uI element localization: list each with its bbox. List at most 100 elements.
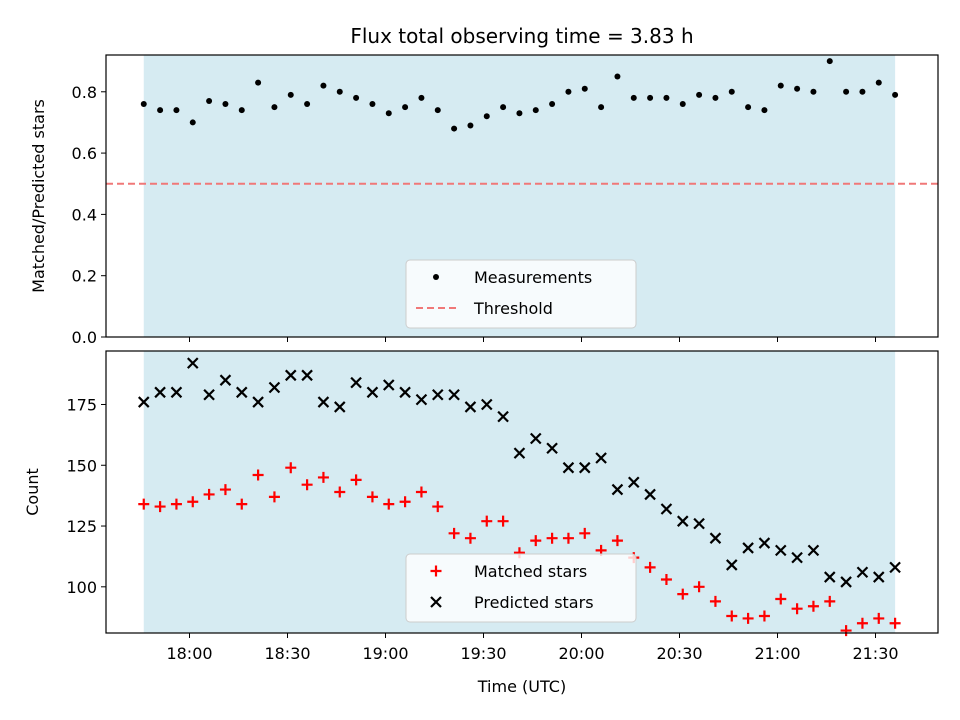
measurement-point <box>287 91 294 98</box>
measurement-point <box>189 119 196 126</box>
measurement-point <box>483 113 490 120</box>
measurement-point <box>614 73 621 80</box>
measurement-point <box>140 101 147 108</box>
matched-point <box>579 527 591 539</box>
predicted-point <box>284 369 297 382</box>
x-tick-label: 21:00 <box>754 644 800 663</box>
measurement-point <box>271 104 278 111</box>
y-tick-label: 0.6 <box>72 144 97 163</box>
predicted-point <box>154 386 166 399</box>
matched-point <box>481 515 493 527</box>
measurement-point <box>336 88 343 95</box>
legend-label: Matched stars <box>474 562 587 581</box>
predicted-point <box>480 398 493 411</box>
matched-point <box>758 610 770 622</box>
predicted-point <box>399 386 411 399</box>
measurement-point <box>647 94 654 101</box>
measurement-point <box>173 107 180 114</box>
measurement-point <box>402 104 409 111</box>
measurement-point <box>810 88 817 95</box>
matched-point <box>252 469 264 481</box>
predicted-point <box>823 571 836 583</box>
measurement-point <box>826 58 833 65</box>
measurement-point <box>794 85 801 92</box>
legend-frame <box>405 553 637 623</box>
legend-label: Measurements <box>474 268 592 287</box>
matched-point <box>366 491 378 503</box>
matched-point <box>775 593 787 605</box>
measurement-point <box>549 101 556 108</box>
predicted-point <box>203 388 215 401</box>
matched-point <box>285 462 297 474</box>
y-tick-label: 0.4 <box>72 205 97 224</box>
measurement-point <box>238 107 245 114</box>
predicted-point <box>350 376 362 389</box>
x-axis-title: Time (UTC) <box>477 677 566 696</box>
predicted-point <box>431 388 444 401</box>
count-panel: 100 125 150 175 18:00 18:30 19:00 19:30 20:00 20:… <box>23 350 939 663</box>
legend-measurements-swatch <box>433 274 439 280</box>
legend-predicted-swatch <box>430 596 442 608</box>
predicted-point <box>742 542 754 554</box>
x-tick-label: 19:00 <box>362 644 408 663</box>
measurement-point <box>696 91 703 98</box>
matched-point <box>530 535 542 547</box>
predicted-point <box>170 386 183 399</box>
measurement-point <box>369 101 376 108</box>
x-tick-label: 18:30 <box>264 644 310 663</box>
matched-point <box>611 535 623 547</box>
matched-point <box>236 498 248 510</box>
measurement-point <box>451 125 458 132</box>
measurement-point <box>630 94 637 101</box>
measurement-point <box>663 94 670 101</box>
matched-point <box>138 498 150 510</box>
matched-point <box>383 498 395 510</box>
predicted-point <box>644 488 656 501</box>
measurement-point <box>859 88 866 95</box>
measurement-point <box>843 88 850 95</box>
predicted-point <box>252 396 264 408</box>
measurement-point <box>157 107 164 114</box>
matched-point <box>709 595 721 607</box>
measurement-point <box>418 94 425 101</box>
y-tick-label: 0.0 <box>72 328 97 347</box>
legend-label: Predicted stars <box>474 593 594 612</box>
matched-point <box>726 610 738 622</box>
predicted-point <box>235 386 248 399</box>
predicted-point <box>872 571 885 583</box>
predicted-point <box>774 544 787 557</box>
matched-point <box>677 588 689 600</box>
measurement-point <box>385 110 392 117</box>
predicted-point <box>464 401 477 413</box>
predicted-point <box>382 379 395 391</box>
matched-point <box>791 603 803 615</box>
predicted-point <box>448 388 460 401</box>
measurement-point <box>255 79 262 86</box>
matched-point <box>873 612 885 624</box>
chart-title: Flux total observing time = 3.83 h <box>350 24 693 48</box>
y-tick-label: 125 <box>66 517 97 536</box>
predicted-point <box>889 561 901 574</box>
y-tick-label: 100 <box>66 578 97 597</box>
predicted-point <box>676 515 689 527</box>
measurement-point <box>500 104 507 111</box>
ratio-panel: 0.0 0.2 0.4 0.6 0.8 Matched/Predicted stars Me… <box>29 54 939 347</box>
measurement-point <box>222 101 229 108</box>
predicted-point <box>137 396 150 408</box>
measurement-point <box>532 107 539 114</box>
predicted-point <box>791 551 803 564</box>
predicted-point <box>317 396 330 408</box>
predicted-point <box>333 401 346 413</box>
predicted-point <box>611 483 624 496</box>
x-tick-label: 20:30 <box>656 644 702 663</box>
y-tick-label: 150 <box>66 456 97 475</box>
predicted-point <box>497 410 509 423</box>
measurement-point <box>761 107 768 114</box>
predicted-point <box>807 544 820 557</box>
matched-point <box>415 486 427 498</box>
measurement-point <box>777 82 784 89</box>
matched-point <box>301 479 313 491</box>
predicted-point <box>546 442 558 455</box>
matched-point <box>219 484 231 496</box>
